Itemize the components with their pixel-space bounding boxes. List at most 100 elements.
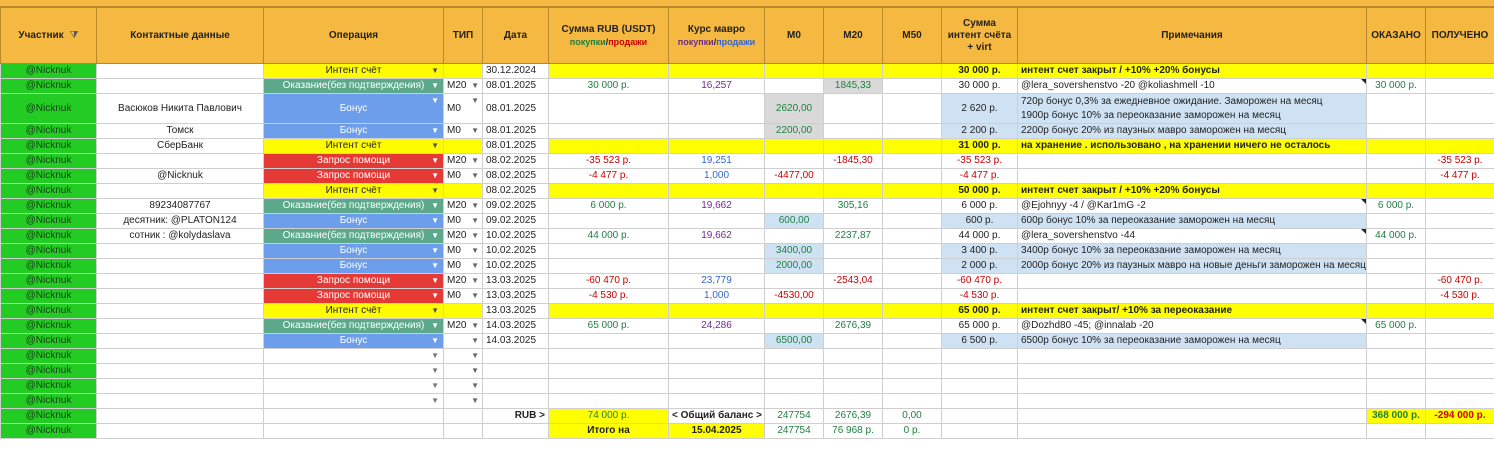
rendered-cell[interactable] [1366, 333, 1426, 349]
m0-cell[interactable]: 2200,00 [764, 123, 824, 139]
type-dropdown[interactable]: M20 ▼ [443, 78, 483, 94]
date-cell[interactable]: 14.03.2025 [482, 333, 549, 349]
rate-cell[interactable]: 1,000 [668, 288, 765, 304]
m20-cell[interactable] [823, 243, 883, 259]
m0-cell[interactable] [764, 348, 824, 364]
operation-dropdown[interactable]: Бонус ▼ [263, 258, 444, 274]
dropdown-caret-icon[interactable]: ▼ [471, 276, 479, 285]
dropdown-caret-icon[interactable]: ▼ [471, 291, 479, 300]
m0-cell[interactable]: 600,00 [764, 213, 824, 229]
notes-total-cell[interactable] [1017, 408, 1367, 424]
operation-dropdown[interactable]: Интент счёт ▼ [263, 138, 444, 154]
rate-cell[interactable] [668, 378, 765, 394]
rendered-cell[interactable] [1366, 243, 1426, 259]
operation-dropdown[interactable]: Бонус ▼ [263, 333, 444, 349]
intent-sum-cell[interactable]: 2 620 р. [941, 93, 1018, 124]
date-cell[interactable]: 14.03.2025 [482, 318, 549, 334]
received-cell[interactable] [1425, 303, 1494, 319]
notes-cell[interactable]: 2000р бонус 20% из паузных мавро на новы… [1017, 258, 1367, 274]
participant-cell[interactable]: @Nicknuk [0, 213, 97, 229]
m20-cell[interactable] [823, 363, 883, 379]
operation-cell[interactable] [263, 423, 444, 439]
rendered-cell[interactable] [1366, 363, 1426, 379]
type-dropdown[interactable]: ▼ [443, 393, 483, 409]
participant-cell[interactable]: @Nicknuk [0, 333, 97, 349]
contact-cell[interactable] [96, 288, 264, 304]
notes-final-cell[interactable] [1017, 423, 1367, 439]
dropdown-caret-icon[interactable]: ▼ [431, 276, 439, 285]
m0-cell[interactable] [764, 393, 824, 409]
received-cell[interactable] [1425, 333, 1494, 349]
dropdown-caret-icon[interactable]: ▼ [431, 351, 439, 360]
m0-cell[interactable] [764, 273, 824, 289]
notes-cell[interactable] [1017, 348, 1367, 364]
type-dropdown[interactable]: M20 ▼ [443, 153, 483, 169]
participant-cell[interactable]: @Nicknuk [0, 123, 97, 139]
contact-cell[interactable] [96, 363, 264, 379]
m0-cell[interactable] [764, 318, 824, 334]
type-dropdown[interactable] [443, 63, 483, 79]
participant-cell[interactable]: @Nicknuk [0, 363, 97, 379]
rate-cell[interactable] [668, 123, 765, 139]
dropdown-caret-icon[interactable]: ▼ [471, 396, 479, 405]
type-dropdown[interactable]: M20 ▼ [443, 198, 483, 214]
intent-sum-cell[interactable]: -4 477 р. [941, 168, 1018, 184]
sum-cell[interactable] [548, 303, 669, 319]
type-dropdown[interactable]: M0 ▼ [443, 93, 483, 124]
m50-cell[interactable] [882, 93, 942, 124]
m50-cell[interactable] [882, 363, 942, 379]
received-cell[interactable] [1425, 378, 1494, 394]
received-cell[interactable]: -60 470 р. [1425, 273, 1494, 289]
contact-cell[interactable] [96, 318, 264, 334]
dropdown-caret-icon[interactable]: ▼ [471, 81, 479, 90]
intent-sum-cell[interactable]: 65 000 р. [941, 303, 1018, 319]
participant-cell[interactable]: @Nicknuk [0, 378, 97, 394]
notes-cell[interactable]: интент счет закрыт/ +10% за переоказание [1017, 303, 1367, 319]
operation-dropdown[interactable]: Запрос помощи ▼ [263, 273, 444, 289]
m50-cell[interactable] [882, 243, 942, 259]
contact-cell[interactable]: @Nicknuk [96, 168, 264, 184]
type-dropdown[interactable]: M0 ▼ [443, 123, 483, 139]
dropdown-caret-icon[interactable]: ▼ [431, 126, 439, 135]
notes-cell[interactable]: @lera_sovershenstvo -44 [1017, 228, 1367, 244]
intent-sum-cell[interactable]: 600 р. [941, 213, 1018, 229]
m0-cell[interactable]: 2000,00 [764, 258, 824, 274]
col-type-header[interactable]: ТИП [443, 7, 483, 64]
type-dropdown[interactable]: M0 ▼ [443, 243, 483, 259]
sum-cell[interactable]: 30 000 р. [548, 78, 669, 94]
received-final-cell[interactable] [1425, 423, 1494, 439]
rate-cell[interactable]: 19,662 [668, 228, 765, 244]
sum-cell[interactable]: -35 523 р. [548, 153, 669, 169]
m50-cell[interactable] [882, 198, 942, 214]
contact-cell[interactable]: Томск [96, 123, 264, 139]
received-cell[interactable] [1425, 258, 1494, 274]
contact-cell[interactable] [96, 63, 264, 79]
intent-sum-cell[interactable]: 30 000 р. [941, 78, 1018, 94]
contact-cell[interactable] [96, 243, 264, 259]
sum-cell[interactable] [548, 138, 669, 154]
rate-cell[interactable] [668, 243, 765, 259]
received-cell[interactable]: -4 477 р. [1425, 168, 1494, 184]
dropdown-caret-icon[interactable]: ▼ [431, 231, 439, 240]
operation-dropdown[interactable]: Интент счёт ▼ [263, 63, 444, 79]
dropdown-caret-icon[interactable]: ▼ [431, 246, 439, 255]
date-cell[interactable]: 10.02.2025 [482, 228, 549, 244]
m0-total[interactable]: 247754 [764, 408, 824, 424]
type-dropdown[interactable]: M0 ▼ [443, 258, 483, 274]
rate-cell[interactable] [668, 183, 765, 199]
participant-cell[interactable]: @Nicknuk [0, 393, 97, 409]
sum-cell[interactable] [548, 243, 669, 259]
notes-cell[interactable] [1017, 168, 1367, 184]
rate-cell[interactable] [668, 138, 765, 154]
dropdown-caret-icon[interactable]: ▼ [471, 336, 479, 345]
operation-dropdown[interactable]: Интент счёт ▼ [263, 183, 444, 199]
dropdown-caret-icon[interactable]: ▼ [431, 321, 439, 330]
participant-cell[interactable]: @Nicknuk [0, 303, 97, 319]
col-m0-header[interactable]: М0 [764, 7, 824, 64]
dropdown-caret-icon[interactable]: ▼ [431, 216, 439, 225]
operation-dropdown[interactable]: Оказание(без подтверждения) ▼ [263, 78, 444, 94]
dropdown-caret-icon[interactable]: ▼ [431, 336, 439, 345]
dropdown-caret-icon[interactable]: ▼ [431, 156, 439, 165]
intent-sum-cell[interactable]: 6 000 р. [941, 198, 1018, 214]
rendered-cell[interactable] [1366, 273, 1426, 289]
